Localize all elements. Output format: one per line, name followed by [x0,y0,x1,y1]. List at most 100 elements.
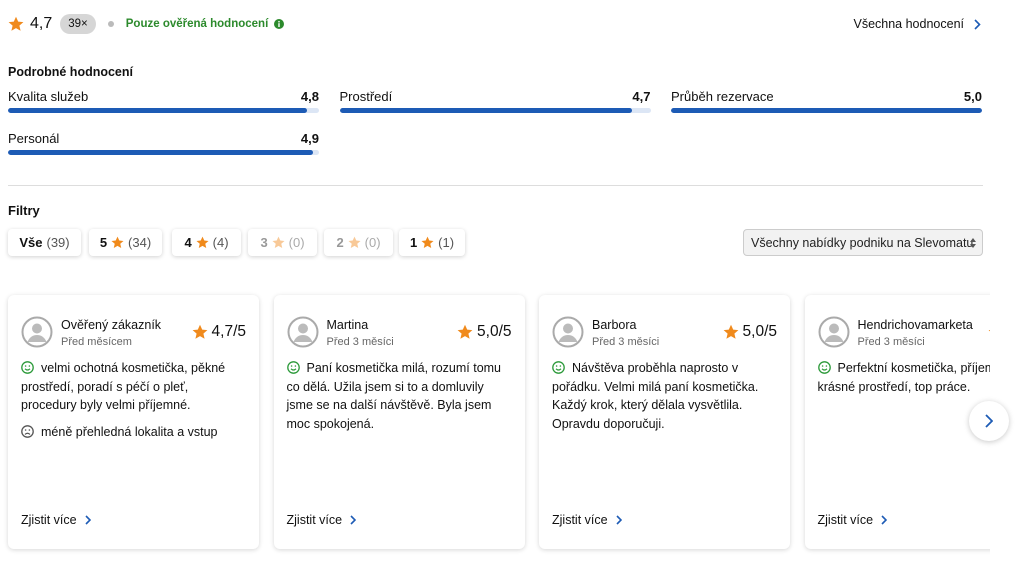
review-card: Ověřený zákazník Před měsícem 4,7/5 velmi o… [8,295,259,549]
positive-comment: Návštěva proběhla naprosto v pořádku. Ve… [552,361,759,431]
filter-label: 1 [409,235,418,250]
review-rating: 4,7/5 [192,323,246,341]
reviewer-name: Ověřený zákazník [61,318,162,332]
avatar [818,316,849,348]
header-rating: 4,7 39× Pouze ověřená hodnocení [8,14,285,34]
all-reviews-link[interactable]: Všechna hodnocení [853,17,981,31]
rating-bar [8,108,307,113]
review-rating: 5,0/5 [457,323,512,341]
star-icon [111,236,124,249]
filter-count: (1) [438,235,455,250]
positive-comment: Paní kosmetička milá, rozumí tomu co děl… [286,361,502,431]
more-text: Zjistit více [286,513,343,527]
rating-value: 4,7 [632,89,651,104]
filter-button[interactable]: 3 (0) [248,229,317,256]
positive-text: Perfektní kosmetička, příjemná paní, krá… [818,359,991,396]
chevron [615,515,622,525]
filter-count: (0) [364,235,381,250]
negative-comment: méně přehledná lokalita a vstup [41,425,218,439]
filter-button[interactable]: 5 (34) [89,229,162,256]
review-card: Barbora Před 3 měsíci 5,0/5 Návštěva proběh… [539,295,790,549]
rating-bar [339,108,632,113]
star-icon [196,236,209,249]
review-date: Před 3 měsíci [857,336,925,348]
select-text: Všechny nabídky podniku na Slevomatu [751,235,974,250]
reviewer-name: Martina [326,318,369,332]
rating-text: 4,7/5 [211,323,246,340]
rating-track [671,108,982,113]
dot [107,21,114,27]
link-text: Všechna hodnocení [853,17,964,31]
star-icon [988,324,990,339]
filter-button[interactable]: Vše (39) [8,229,81,256]
chevron [985,414,993,428]
offer-select[interactable]: Všechny nabídky podniku na Slevomatu [743,229,983,256]
filter-button[interactable]: 4 (4) [172,229,241,256]
more-text: Zjistit více [21,513,77,527]
review-date: Před měsícem [61,336,132,348]
more-link[interactable]: Zjistit více [287,513,357,527]
chevron [881,515,888,525]
filter-label: 3 [260,235,268,250]
rating-bar [8,150,313,155]
positive-icon [552,361,565,374]
avatar [21,316,53,348]
review-carousel: Ověřený zákazník Před měsícem 4,7/5 velmi o… [0,290,990,561]
reviewer-name: Hendrichovamarketa [857,318,973,332]
chevron [84,515,91,525]
rating-label: Personál [8,131,60,146]
filter-button[interactable]: 2 (0) [324,229,393,256]
review-date: Před 3 měsíci [326,336,394,348]
more-text: Zjistit více [552,513,608,527]
filter-count: (39) [46,235,70,250]
rating-label: Prostředí [339,89,393,104]
chevron [974,18,981,30]
rating-label: Průběh rezervace [671,89,774,104]
rating-track [8,108,319,113]
negative-text: méně přehledná lokalita a vstup [21,423,247,442]
rating-bar [671,108,982,113]
review-card: Martina Před 3 měsíci 5,0/5 Paní kosmetička… [273,295,525,549]
star-icon [8,16,24,31]
positive-comment: Perfektní kosmetička, příjemná paní, krá… [817,361,991,394]
more-link[interactable]: Zjistit více [21,513,91,527]
rating-value: 5,0 [963,89,982,104]
reviewer-name: Barbora [592,318,637,332]
rating-text: 5,0/5 [477,323,512,340]
star-icon [457,324,473,339]
positive-icon [21,361,34,374]
next-button[interactable] [969,401,1009,441]
negative-icon [21,425,34,438]
positive-text: Návštěva proběhla naprosto v pořádku. Ve… [552,359,778,433]
rating-value: 4,8 [300,89,319,104]
positive-text: Paní kosmetička milá, rozumí tomu co děl… [287,359,513,433]
chevron [350,515,357,525]
filter-label: 4 [184,235,192,250]
rating-track [8,150,319,155]
positive-icon [817,361,831,374]
star-icon [421,236,434,249]
more-link[interactable]: Zjistit více [552,513,622,527]
review-date: Před 3 měsíci [592,336,660,348]
avatar [552,316,584,348]
select-arrows [970,238,976,248]
star-icon [192,324,207,339]
review-rating: 5,0/5 [988,323,990,341]
rating-track [339,108,651,113]
filter-label: 2 [336,235,344,250]
divider [8,185,983,186]
details-title: Podrobné hodnocení [8,65,133,79]
filter-label: 5 [99,235,108,250]
avatar [287,316,318,348]
filters-title: Filtry [8,203,40,218]
filter-button[interactable]: 1 (1) [399,229,465,256]
positive-comment: velmi ochotná kosmetička, pěkné prostřed… [21,361,226,412]
review-rating: 5,0/5 [723,323,777,341]
more-link[interactable]: Zjistit více [818,513,888,527]
rating: 4,7 [30,15,53,32]
filter-label: Vše [19,235,43,250]
star-icon [723,324,738,339]
more-text: Zjistit více [817,513,874,527]
verified-label: Pouze ověřená hodnocení [125,18,269,30]
